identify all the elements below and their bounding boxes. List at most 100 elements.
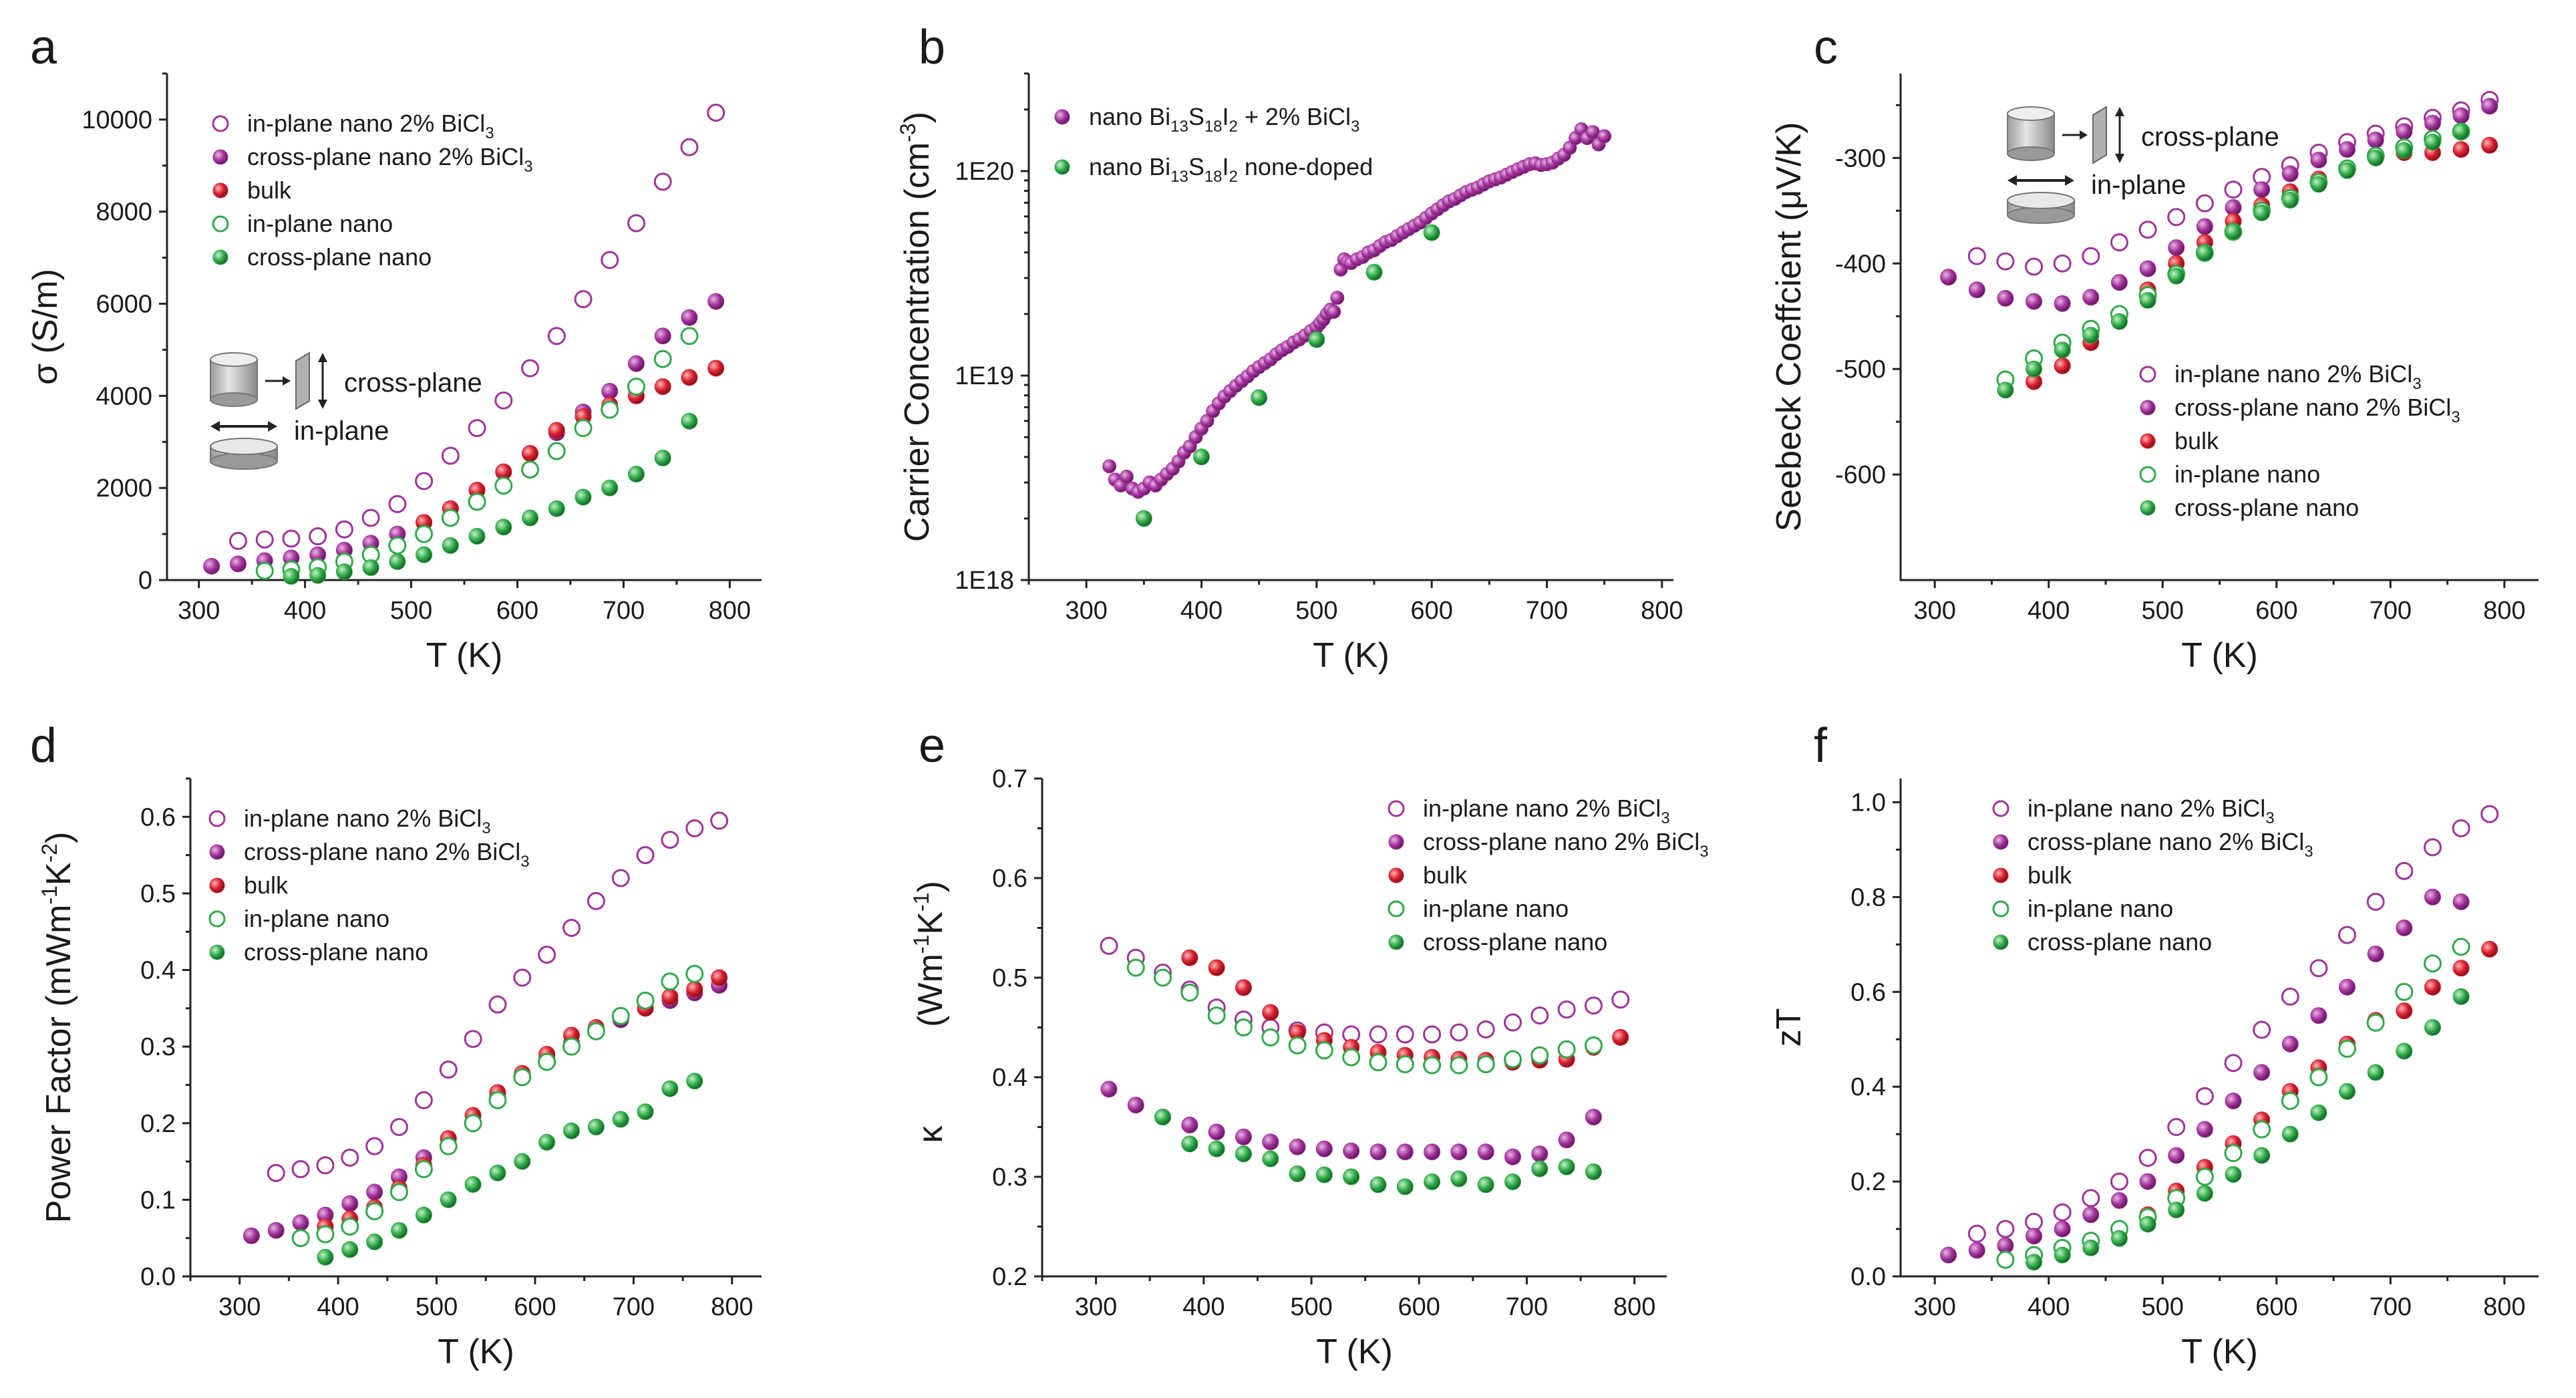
data-point — [414, 1160, 433, 1179]
x-tick-label: 400 — [1180, 597, 1223, 625]
legend-label: in-plane nano 2% BiCl3 — [2175, 360, 2422, 393]
data-point — [1370, 1176, 1387, 1194]
y-tick-label: 0.4 — [1850, 1073, 1886, 1101]
data-point — [2309, 1068, 2328, 1087]
data-point — [1597, 129, 1612, 144]
data-point — [2310, 1104, 2327, 1121]
y-axis-kappa: κ — [911, 1125, 950, 1143]
series — [1154, 1109, 1602, 1196]
x-tick-label: 700 — [603, 597, 645, 625]
data-point — [440, 1191, 457, 1208]
data-point — [2025, 1212, 2044, 1231]
data-point — [601, 400, 619, 419]
x-tick-label: 400 — [284, 597, 326, 625]
data-point — [1126, 958, 1145, 977]
data-point — [488, 995, 507, 1014]
data-point — [495, 519, 512, 536]
series — [283, 412, 698, 585]
data-point — [1192, 448, 1210, 466]
data-point — [686, 980, 703, 998]
arrowhead-icon — [2007, 175, 2017, 186]
data-point — [1261, 1028, 1280, 1046]
data-point — [1476, 1055, 1495, 1074]
data-point — [2139, 1216, 2156, 1233]
data-point — [627, 378, 645, 396]
legend-marker — [2139, 466, 2156, 483]
data-point — [1504, 1148, 1521, 1165]
data-point — [255, 561, 274, 580]
data-point — [1996, 1220, 2015, 1238]
data-point — [2195, 1087, 2214, 1105]
data-point — [1557, 1000, 1576, 1019]
data-point — [1100, 1081, 1118, 1098]
legend-marker — [1054, 159, 1070, 175]
data-point — [2053, 1203, 2072, 1222]
slab-icon — [2092, 106, 2107, 164]
data-point — [1396, 1055, 1414, 1074]
data-point — [1288, 1036, 1307, 1055]
data-point — [2396, 142, 2413, 159]
data-point — [2396, 123, 2413, 140]
legend-marker — [1992, 800, 2009, 817]
data-point — [1503, 1050, 1522, 1069]
data-point — [521, 460, 540, 479]
panel-letter: c — [1814, 21, 1838, 74]
y-tick-label: -300 — [1835, 144, 1886, 172]
data-point — [2196, 1185, 2213, 1202]
legend-marker — [209, 844, 225, 860]
data-point — [1476, 1020, 1495, 1038]
data-point — [2253, 204, 2271, 221]
data-point — [361, 509, 380, 527]
data-point — [627, 466, 645, 483]
data-point — [2026, 1254, 2043, 1271]
data-point — [2310, 176, 2327, 193]
x-tick-label: 800 — [1613, 1293, 1655, 1321]
data-point — [611, 1006, 630, 1025]
x-tick-label: 700 — [2370, 597, 2412, 625]
x-tick-label: 700 — [2370, 1293, 2412, 1321]
data-point — [365, 1202, 384, 1221]
y-tick-label: 0.2 — [992, 1263, 1027, 1291]
legend-label: in-plane nano — [1423, 895, 1569, 922]
data-point — [653, 172, 672, 191]
data-point — [365, 1137, 384, 1155]
y-axis-label: Power Factor (mWm-1K-2) — [37, 832, 78, 1224]
data-point — [2396, 1002, 2413, 1020]
data-point — [538, 1053, 556, 1071]
arrowhead-icon — [210, 421, 220, 432]
data-point — [1100, 936, 1118, 955]
data-point — [2196, 1121, 2213, 1138]
data-point — [574, 419, 593, 438]
data-point — [2338, 1039, 2356, 1058]
data-point — [2224, 1144, 2243, 1163]
data-point — [2281, 987, 2299, 1006]
data-point — [1251, 389, 1268, 406]
data-point — [2168, 267, 2185, 285]
data-point — [2423, 838, 2442, 857]
data-point — [1315, 1166, 1333, 1183]
data-point — [317, 1248, 334, 1266]
chart-panel-b: b 300 400 500 600 700 800 1E18 1E19 1E20 T (K) Carr… — [896, 21, 1683, 675]
data-point — [522, 509, 539, 527]
data-point — [1262, 1133, 1279, 1151]
data-point — [636, 846, 655, 865]
y-tick-label: 8000 — [96, 198, 152, 227]
data-point — [1423, 1056, 1442, 1075]
data-point — [1423, 224, 1440, 241]
data-point — [2168, 239, 2185, 257]
data-point — [2281, 1035, 2299, 1053]
data-point — [575, 488, 592, 506]
data-point — [468, 419, 486, 438]
data-point — [2253, 1147, 2271, 1164]
data-point — [335, 563, 353, 581]
data-point — [1940, 269, 1957, 286]
legend-marker — [1388, 867, 1404, 883]
legend-marker — [208, 910, 226, 928]
legend-label: cross-plane nano — [1423, 928, 1607, 956]
data-point — [1450, 1143, 1468, 1161]
series — [291, 964, 704, 1248]
data-point — [391, 1222, 408, 1239]
series — [1100, 1081, 1602, 1165]
data-point — [229, 555, 247, 573]
